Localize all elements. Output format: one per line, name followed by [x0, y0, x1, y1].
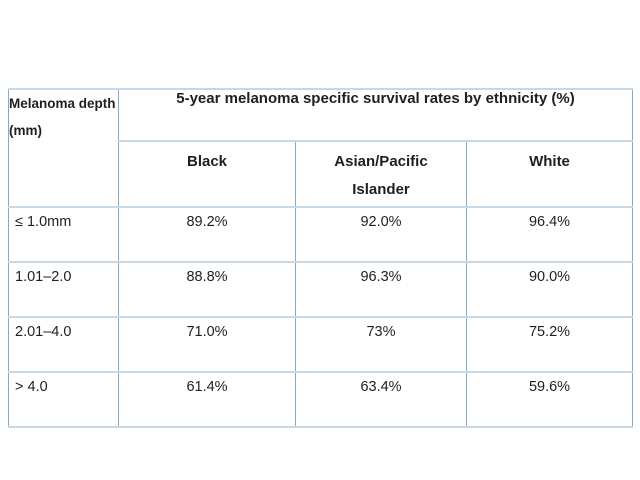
cell-value-black: 89.2% — [118, 206, 296, 263]
table-row: 1.01–2.0 88.8% 96.3% 90.0% — [8, 261, 633, 318]
cell-value-black: 61.4% — [118, 371, 296, 428]
column-header-asian-pacific-islander-label: Asian/Pacific Islander — [334, 153, 428, 198]
cell-value-white: 90.0% — [466, 261, 633, 318]
row-label-depth-le-1mm: ≤ 1.0mm — [8, 206, 119, 263]
column-header-black: Black — [118, 140, 296, 208]
cell-value-asian-pacific-islander: 73% — [295, 316, 467, 373]
column-header-white-label: White — [529, 153, 570, 170]
row-label-depth-1-01-2-0: 1.01–2.0 — [8, 261, 119, 318]
table-row: 2.01–4.0 71.0% 73% 75.2% — [8, 316, 633, 373]
row-label-depth-2-01-4-0: 2.01–4.0 — [8, 316, 119, 373]
column-header-white: White — [466, 140, 633, 208]
table-row: > 4.0 61.4% 63.4% 59.6% — [8, 371, 633, 428]
cell-value-white: 59.6% — [466, 371, 633, 428]
table-row: ≤ 1.0mm 89.2% 92.0% 96.4% — [8, 206, 633, 263]
cell-value-white: 75.2% — [466, 316, 633, 373]
cell-value-white: 96.4% — [466, 206, 633, 263]
column-header-black-label: Black — [186, 153, 228, 170]
cell-value-asian-pacific-islander: 63.4% — [295, 371, 467, 428]
corner-header-melanoma-depth: Melanoma depth (mm) — [8, 88, 119, 208]
cell-value-black: 71.0% — [118, 316, 296, 373]
row-label-depth-gt-4-0: > 4.0 — [8, 371, 119, 428]
column-header-asian-pacific-islander: Asian/Pacific Islander — [295, 140, 467, 208]
cell-value-black: 88.8% — [118, 261, 296, 318]
main-header-title: 5-year melanoma specific survival rates … — [118, 88, 633, 142]
cell-value-asian-pacific-islander: 96.3% — [295, 261, 467, 318]
survival-rates-table: Melanoma depth (mm) 5-year melanoma spec… — [8, 88, 633, 428]
cell-value-asian-pacific-islander: 92.0% — [295, 206, 467, 263]
